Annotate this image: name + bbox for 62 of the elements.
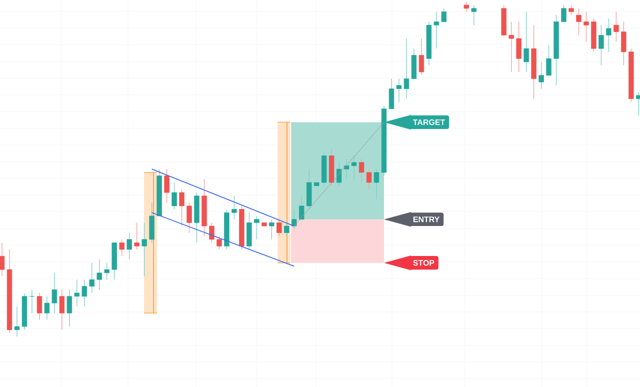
candlestick <box>366 168 372 190</box>
candlestick <box>299 196 304 220</box>
candlestick <box>179 188 184 226</box>
candlestick <box>418 38 424 76</box>
candlestick <box>119 239 124 257</box>
candlestick <box>142 222 147 277</box>
candlestick <box>344 158 350 180</box>
candlestick <box>441 8 447 22</box>
candlestick <box>471 4 476 26</box>
candlestick <box>351 155 357 180</box>
candlestick <box>36 292 42 320</box>
candlestick <box>284 222 290 236</box>
candlestick <box>89 262 94 294</box>
candlestick <box>59 289 65 330</box>
candlestick <box>164 168 170 203</box>
candlestick <box>568 4 574 16</box>
candlestick <box>508 21 514 72</box>
candlestick <box>186 202 192 234</box>
candlestick <box>434 11 440 49</box>
candlestick <box>306 168 312 210</box>
candlestick <box>232 196 237 220</box>
candlestick <box>172 182 177 210</box>
candlestick <box>216 236 222 250</box>
candlestick <box>29 289 35 314</box>
candlestick <box>404 38 410 100</box>
candlestick <box>254 216 260 240</box>
candlestick <box>636 92 640 116</box>
candlestick <box>538 62 544 90</box>
candlestick <box>269 218 274 240</box>
candlestick <box>246 212 252 250</box>
candlestick <box>44 296 50 320</box>
candlestick <box>621 21 626 66</box>
candlestick <box>276 218 282 236</box>
candlestick <box>149 202 154 244</box>
candlestick <box>209 222 214 244</box>
candlestick <box>358 158 364 183</box>
candlestick <box>561 4 566 22</box>
candlestick <box>411 48 417 80</box>
candlestick <box>74 279 80 307</box>
candlestick <box>606 18 612 52</box>
candlestick <box>82 279 87 307</box>
candlestick <box>336 162 342 186</box>
candlestick <box>66 289 72 327</box>
candlestick <box>614 11 619 42</box>
candlestick <box>134 222 140 250</box>
candlestick <box>374 168 380 200</box>
candlestick <box>598 24 604 66</box>
candlestick <box>464 1 469 12</box>
candlestick <box>0 242 5 277</box>
candlestick <box>396 78 402 102</box>
candlestick <box>516 21 522 72</box>
candlestick <box>96 259 102 290</box>
candlestick <box>14 306 20 337</box>
candlestick <box>126 232 132 260</box>
candlestick <box>52 272 58 314</box>
candlestick <box>576 8 582 36</box>
candlestick <box>292 208 297 230</box>
candlestick <box>388 78 394 110</box>
candlestick <box>524 11 529 72</box>
candlestick <box>546 44 552 76</box>
candlestick <box>584 11 589 42</box>
candlestick <box>104 262 110 280</box>
